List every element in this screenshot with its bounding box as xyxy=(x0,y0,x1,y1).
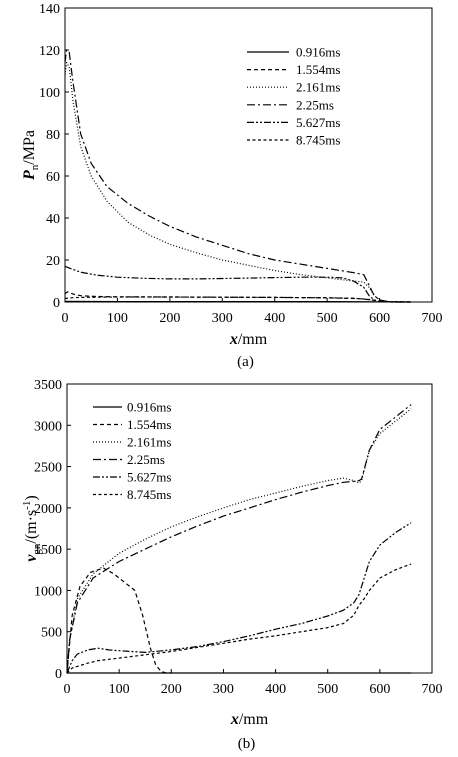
y-tick-label: 100 xyxy=(39,86,60,101)
series-line-2.25ms xyxy=(66,404,412,674)
y-tick-label: 1500 xyxy=(34,543,62,558)
y-tick-label: 20 xyxy=(46,254,60,269)
x-axis-label: x/mm xyxy=(229,331,268,348)
legend-label: 8.745ms xyxy=(296,133,340,148)
legend-label: 2.161ms xyxy=(296,80,340,95)
x-tick-label: 700 xyxy=(422,311,443,326)
y-tick-label: 2500 xyxy=(34,461,62,476)
y-tick-label: 0 xyxy=(53,296,60,311)
x-tick-label: 400 xyxy=(264,311,285,326)
legend-label: 2.161ms xyxy=(127,435,171,450)
x-tick-label: 700 xyxy=(422,682,443,697)
series-line-2.161ms xyxy=(64,61,411,303)
series-line-2.161ms xyxy=(66,408,412,674)
legend-label: 8.745ms xyxy=(127,487,171,502)
legend-label: 2.25ms xyxy=(296,97,334,112)
series-line-1.554ms xyxy=(66,567,172,674)
legend-label: 1.554ms xyxy=(127,417,171,432)
y-tick-label: 80 xyxy=(46,128,60,143)
x-tick-label: 300 xyxy=(213,682,234,697)
legend: 0.916ms 1.554ms 2.161ms 2.25ms 5.627ms 8.745m… xyxy=(247,45,340,148)
legend-label: 0.916ms xyxy=(296,45,340,60)
series-line-8.745ms xyxy=(64,296,412,303)
y-axis-label: vgn/(m·s-1) xyxy=(21,495,43,561)
x-tick-label: 300 xyxy=(212,311,233,326)
x-tick-label: 400 xyxy=(265,682,286,697)
x-tick-label: 0 xyxy=(64,682,71,697)
y-tick-label: 40 xyxy=(46,212,60,227)
y-tick-label: 120 xyxy=(39,44,60,59)
series-line-8.745ms xyxy=(66,563,412,674)
series-line-5.627ms xyxy=(64,265,411,303)
y-tick-label: 60 xyxy=(46,170,60,185)
x-tick-label: 600 xyxy=(369,311,390,326)
x-tick-label: 200 xyxy=(159,311,180,326)
x-tick-label: 0 xyxy=(62,311,69,326)
legend-label: 5.627ms xyxy=(127,470,171,485)
x-tick-label: 100 xyxy=(109,682,130,697)
x-tick-label: 200 xyxy=(161,682,182,697)
legend-label: 1.554ms xyxy=(296,62,340,77)
x-tick-label: 100 xyxy=(107,311,128,326)
legend: 0.916ms 1.554ms 2.161ms 2.25ms 5.627ms 8.745m… xyxy=(93,400,171,502)
y-axis-label: Pn/MPa xyxy=(21,130,41,181)
series-line-2.25ms xyxy=(64,49,411,303)
y-tick-label: 3000 xyxy=(34,419,62,434)
series-line-5.627ms xyxy=(66,522,412,674)
x-axis-label: x/mm xyxy=(230,711,269,728)
y-tick-label: 500 xyxy=(41,626,62,641)
y-tick-label: 0 xyxy=(55,667,62,682)
x-tick-label: 600 xyxy=(369,682,390,697)
legend-label: 2.25ms xyxy=(127,452,165,467)
y-tick-label: 3500 xyxy=(34,378,62,393)
legend-label: 5.627ms xyxy=(296,115,340,130)
y-tick-label: 1000 xyxy=(34,584,62,599)
series-line-1.554ms xyxy=(64,291,412,303)
y-tick-label: 2000 xyxy=(34,502,62,517)
y-tick-label: 140 xyxy=(39,2,60,17)
chart-panel-a: 0 100 200 300 400 500 600 700 0 20 40 60 80 100 120 140… xyxy=(21,2,443,370)
legend-label: 0.916ms xyxy=(127,400,171,415)
x-tick-label: 500 xyxy=(317,311,338,326)
plot-frame xyxy=(66,383,433,674)
chart-panel-b: 0 100 200 300 400 500 600 700 0 500 1000 1500 2000 25… xyxy=(21,378,443,752)
panel-label: (b) xyxy=(238,736,256,752)
panel-label: (a) xyxy=(237,354,254,370)
series-line-0.916ms xyxy=(64,300,412,303)
x-tick-label: 500 xyxy=(317,682,338,697)
